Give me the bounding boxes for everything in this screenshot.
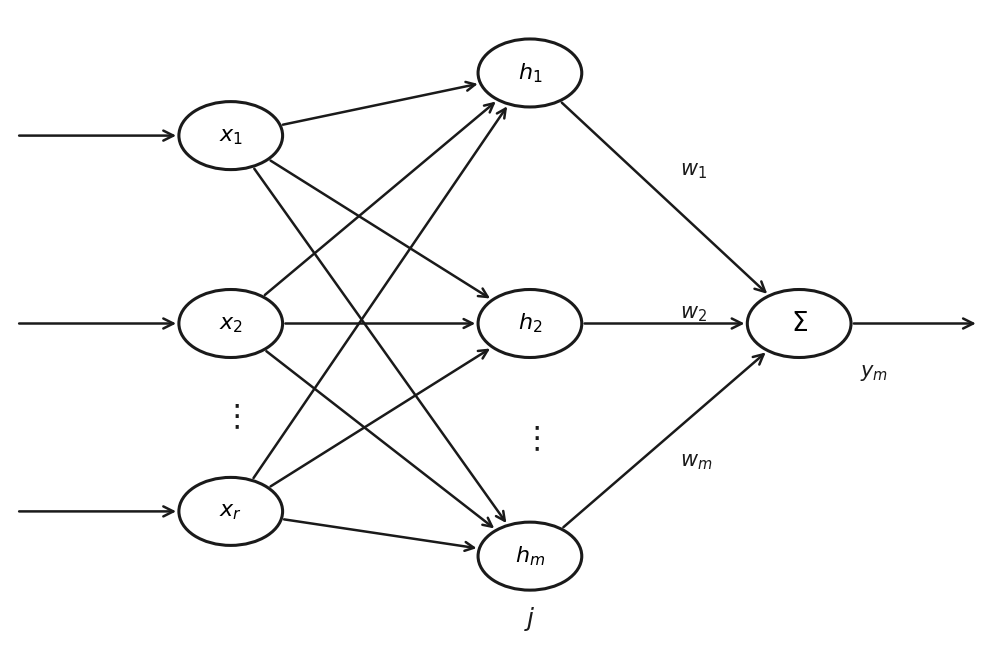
Text: $w_m$: $w_m$ xyxy=(680,452,712,472)
Text: $\vdots$: $\vdots$ xyxy=(221,402,240,433)
Ellipse shape xyxy=(747,289,851,358)
Text: $h_1$: $h_1$ xyxy=(518,61,542,85)
Ellipse shape xyxy=(478,289,582,358)
Text: $w_1$: $w_1$ xyxy=(680,162,706,181)
Ellipse shape xyxy=(179,289,283,358)
Text: $h_m$: $h_m$ xyxy=(515,544,545,568)
Text: $y_m$: $y_m$ xyxy=(860,363,888,383)
Text: $\vdots$: $\vdots$ xyxy=(521,424,539,455)
Ellipse shape xyxy=(179,477,283,545)
Text: $x_1$: $x_1$ xyxy=(219,125,243,147)
Ellipse shape xyxy=(179,102,283,170)
Text: $x_r$: $x_r$ xyxy=(219,500,242,522)
Text: $w_2$: $w_2$ xyxy=(680,305,706,324)
Text: $j$: $j$ xyxy=(524,605,536,633)
Text: $\Sigma$: $\Sigma$ xyxy=(791,311,808,336)
Ellipse shape xyxy=(478,522,582,590)
Ellipse shape xyxy=(478,39,582,107)
Text: $h_2$: $h_2$ xyxy=(518,312,542,335)
Text: $x_2$: $x_2$ xyxy=(219,313,243,334)
